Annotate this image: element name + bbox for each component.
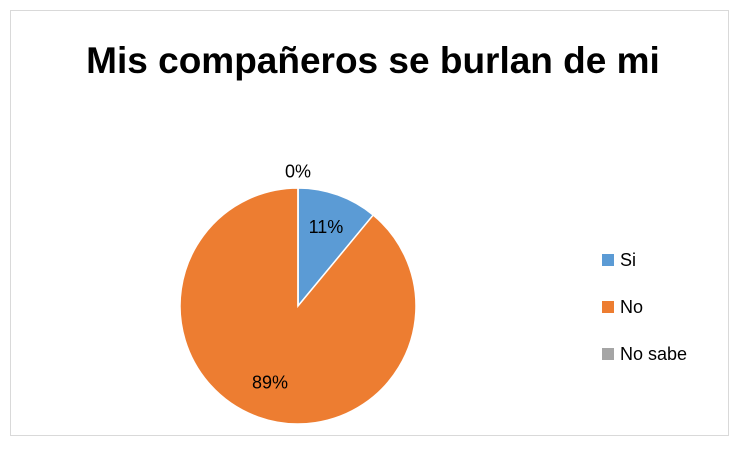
pie-slice — [297, 187, 375, 309]
legend-swatch — [602, 301, 614, 313]
chart-frame — [10, 10, 729, 436]
data-label: 11% — [309, 217, 344, 237]
legend-label: Si — [620, 250, 636, 270]
legend-swatch — [602, 348, 614, 360]
legend-label: No — [620, 297, 643, 317]
legend-swatch — [602, 254, 614, 266]
data-label: 0% — [285, 161, 311, 181]
data-label: 89% — [252, 372, 288, 392]
legend-label: No sabe — [620, 344, 687, 364]
chart-title: Mis compañeros se burlan de mi — [86, 40, 660, 81]
